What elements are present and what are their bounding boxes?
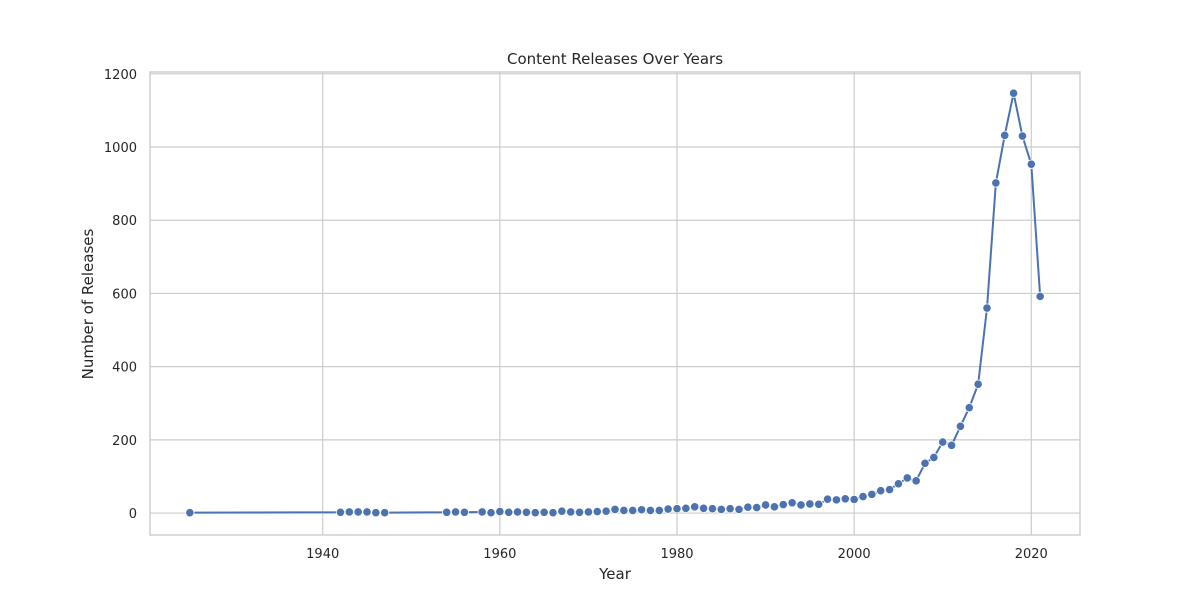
x-axis-label: Year xyxy=(598,565,632,583)
data-point xyxy=(362,507,372,517)
y-tick-labels: 0 200 400 600 800 1000 1200 xyxy=(104,68,137,522)
y-gridlines xyxy=(150,73,1080,514)
data-point xyxy=(769,502,780,512)
data-point xyxy=(787,498,797,508)
data-point xyxy=(725,504,735,514)
data-point xyxy=(929,452,939,463)
y-tick-label: 600 xyxy=(112,287,137,302)
data-point xyxy=(867,489,877,499)
data-point xyxy=(920,458,930,468)
y-tick-label: 1200 xyxy=(104,68,137,83)
data-point xyxy=(566,507,576,517)
y-tick-label: 800 xyxy=(112,214,137,229)
data-point xyxy=(450,507,461,517)
data-point xyxy=(946,440,957,450)
y-tick-label: 1000 xyxy=(104,141,137,156)
data-point xyxy=(1035,291,1045,301)
data-point xyxy=(955,421,966,431)
series-points xyxy=(185,88,1045,518)
data-point xyxy=(681,503,691,513)
data-point xyxy=(973,379,983,389)
x-tick-label: 2000 xyxy=(838,547,871,562)
data-point xyxy=(690,502,700,512)
y-tick-label: 200 xyxy=(112,434,137,449)
x-tick-label: 1980 xyxy=(660,547,693,562)
data-point xyxy=(1026,159,1036,169)
data-point xyxy=(911,476,921,486)
data-point xyxy=(504,507,514,517)
x-tick-labels: 1940 1960 1980 2000 2020 xyxy=(306,547,1048,562)
data-point xyxy=(574,507,585,517)
data-point xyxy=(344,507,354,517)
chart-title: Content Releases Over Years xyxy=(507,50,723,68)
data-point xyxy=(778,500,788,510)
series-line xyxy=(189,93,1042,514)
data-point xyxy=(442,507,452,517)
y-tick-label: 400 xyxy=(112,361,137,376)
data-point xyxy=(495,506,505,517)
data-point xyxy=(459,507,470,517)
x-tick-label: 1940 xyxy=(306,547,339,562)
data-point xyxy=(707,504,718,514)
data-point xyxy=(734,504,744,514)
data-point xyxy=(858,491,868,502)
data-point xyxy=(619,505,629,516)
data-point xyxy=(752,502,762,513)
data-point xyxy=(1000,130,1010,140)
data-point xyxy=(814,499,824,509)
data-point xyxy=(539,507,549,517)
data-point xyxy=(486,508,496,518)
data-point xyxy=(583,507,594,517)
data-point xyxy=(512,507,523,517)
data-point xyxy=(849,494,859,505)
data-point xyxy=(477,507,487,517)
data-point xyxy=(654,505,664,516)
data-point xyxy=(698,503,709,513)
x-tick-label: 2020 xyxy=(1015,547,1048,562)
data-point xyxy=(530,508,540,518)
data-point xyxy=(876,486,886,496)
data-point xyxy=(636,505,647,515)
data-point xyxy=(353,507,363,517)
data-point xyxy=(831,495,842,505)
data-point xyxy=(380,508,390,518)
data-point xyxy=(716,504,726,514)
data-point xyxy=(592,506,602,517)
data-point xyxy=(964,403,974,413)
data-point xyxy=(1017,131,1028,141)
data-point xyxy=(335,507,346,517)
y-axis-label: Number of Releases xyxy=(79,228,97,379)
data-point xyxy=(760,500,771,510)
data-point xyxy=(822,494,833,504)
data-point xyxy=(991,178,1001,188)
data-point xyxy=(884,485,895,495)
data-point xyxy=(796,500,806,510)
data-point xyxy=(610,504,620,514)
data-point xyxy=(982,303,992,313)
data-point xyxy=(548,508,558,518)
y-tick-label: 0 xyxy=(129,507,137,522)
data-point xyxy=(902,473,912,483)
data-point xyxy=(805,499,815,509)
data-point xyxy=(1008,88,1019,98)
data-point xyxy=(557,506,567,516)
data-point xyxy=(743,502,753,512)
plot-frame xyxy=(149,71,1081,536)
data-point xyxy=(185,508,195,518)
data-point xyxy=(672,504,682,514)
data-point xyxy=(663,504,673,514)
data-point xyxy=(601,506,611,516)
data-point xyxy=(938,437,948,447)
data-point xyxy=(893,479,904,489)
data-point xyxy=(645,505,656,516)
data-point xyxy=(628,505,638,516)
data-point xyxy=(840,494,850,504)
x-tick-label: 1960 xyxy=(483,547,516,562)
data-point xyxy=(521,507,532,517)
data-point xyxy=(371,508,381,518)
x-gridlines xyxy=(322,72,1032,535)
